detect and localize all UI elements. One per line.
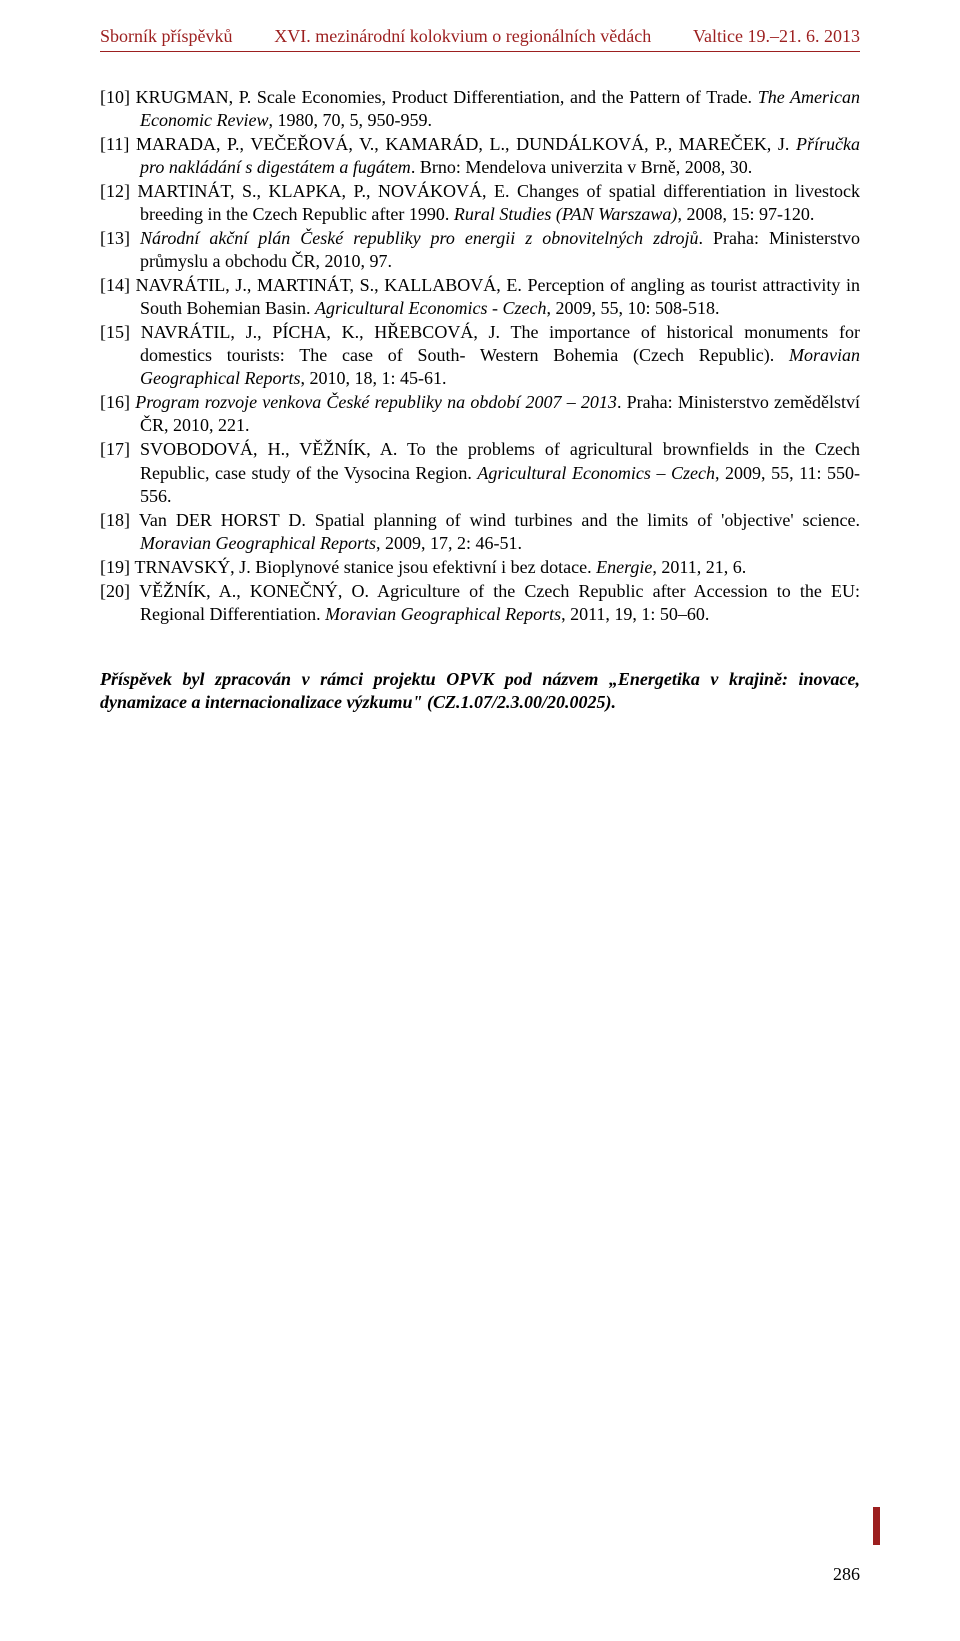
- reference-number: [10]: [100, 87, 136, 107]
- reference-number: [17]: [100, 439, 140, 459]
- reference-number: [16]: [100, 392, 135, 412]
- reference-source: Energie: [596, 557, 652, 577]
- reference-item: [14] NAVRÁTIL, J., MARTINÁT, S., KALLABO…: [100, 274, 860, 320]
- reference-item: [13] Národní akční plán České republiky …: [100, 227, 860, 273]
- reference-number: [12]: [100, 181, 137, 201]
- reference-source: Moravian Geographical Reports: [325, 604, 561, 624]
- reference-source: Rural Studies (PAN Warszawa): [454, 204, 678, 224]
- header-center: XVI. mezinárodní kolokvium o regionálníc…: [233, 26, 694, 47]
- reference-source: Program rozvoje venkova České republiky …: [135, 392, 617, 412]
- reference-item: [18] Van DER HORST D. Spatial planning o…: [100, 509, 860, 555]
- reference-source: Národní akční plán České republiky pro e…: [140, 228, 699, 248]
- reference-item: [11] MARADA, P., VEČEŘOVÁ, V., KAMARÁD, …: [100, 133, 860, 179]
- header-left: Sborník příspěvků: [100, 26, 233, 47]
- reference-item: [17] SVOBODOVÁ, H., VĚŽNÍK, A. To the pr…: [100, 438, 860, 507]
- reference-source: Moravian Geographical Reports: [140, 345, 860, 388]
- reference-number: [14]: [100, 275, 136, 295]
- reference-source: Agricultural Economics – Czech: [477, 463, 715, 483]
- reference-item: [15] NAVRÁTIL, J., PÍCHA, K., HŘEBCOVÁ, …: [100, 321, 860, 390]
- reference-item: [19] TRNAVSKÝ, J. Bioplynové stanice jso…: [100, 556, 860, 579]
- acknowledgement: Příspěvek byl zpracován v rámci projektu…: [100, 668, 860, 715]
- page-number: 286: [833, 1564, 860, 1585]
- page-accent-bar: [873, 1507, 880, 1545]
- reference-number: [11]: [100, 134, 136, 154]
- reference-number: [20]: [100, 581, 139, 601]
- page: Sborník příspěvků XVI. mezinárodní kolok…: [0, 0, 960, 715]
- reference-number: [15]: [100, 322, 141, 342]
- reference-source: Příručka pro nakládání s digestátem a fu…: [140, 134, 860, 177]
- reference-item: [20] VĚŽNÍK, A., KONEČNÝ, O. Agriculture…: [100, 580, 860, 626]
- reference-item: [16] Program rozvoje venkova České repub…: [100, 391, 860, 437]
- reference-source: Moravian Geographical Reports: [140, 533, 376, 553]
- reference-number: [18]: [100, 510, 139, 530]
- references-list: [10] KRUGMAN, P. Scale Economies, Produc…: [100, 86, 860, 626]
- reference-item: [12] MARTINÁT, S., KLAPKA, P., NOVÁKOVÁ,…: [100, 180, 860, 226]
- reference-number: [19]: [100, 557, 135, 577]
- running-head: Sborník příspěvků XVI. mezinárodní kolok…: [100, 26, 860, 52]
- reference-source: Agricultural Economics - Czech: [315, 298, 546, 318]
- reference-item: [10] KRUGMAN, P. Scale Economies, Produc…: [100, 86, 860, 132]
- reference-source: The American Economic Review: [140, 87, 860, 130]
- reference-number: [13]: [100, 228, 140, 248]
- header-right: Valtice 19.–21. 6. 2013: [693, 26, 860, 47]
